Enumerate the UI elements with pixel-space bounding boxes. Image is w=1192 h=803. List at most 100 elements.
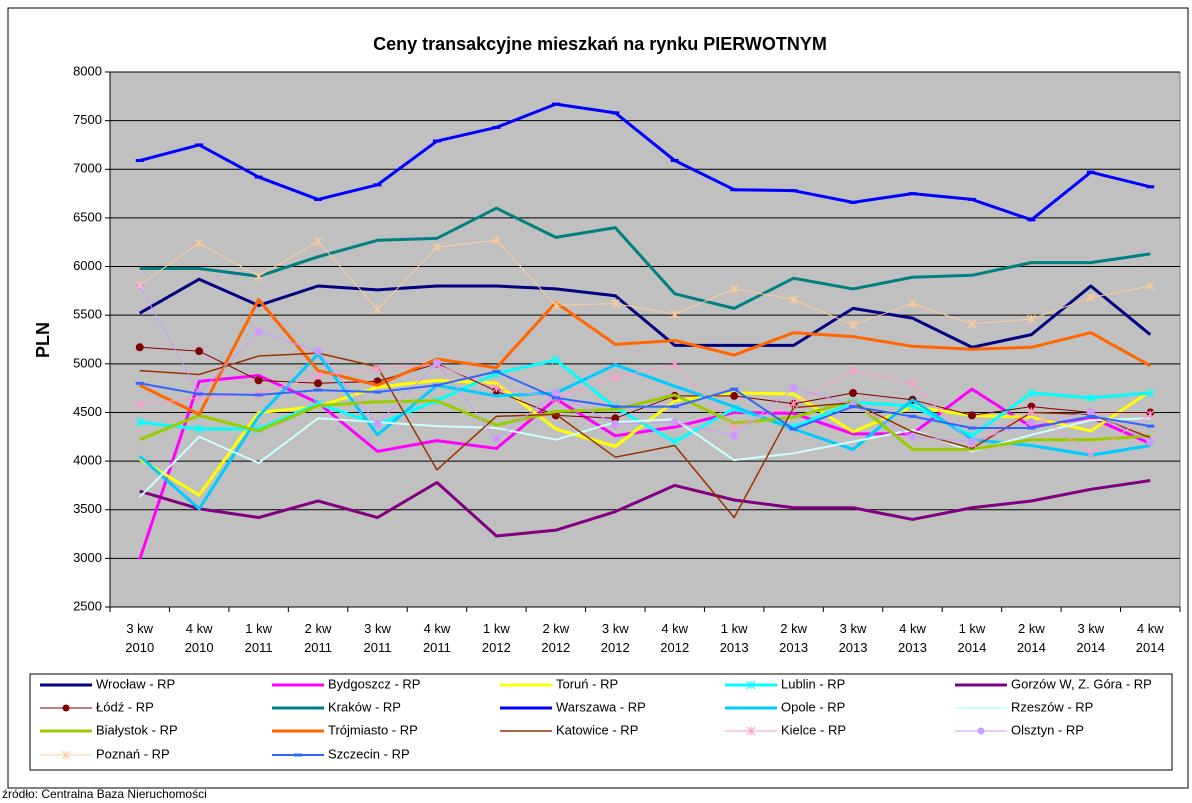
legend-marker bbox=[977, 727, 985, 735]
y-tick-label: 6500 bbox=[73, 209, 102, 224]
point bbox=[492, 434, 501, 443]
point bbox=[1026, 407, 1036, 416]
series-line bbox=[138, 277, 1152, 349]
legend-marker bbox=[62, 704, 70, 712]
x-tick-label: 2 kw 2012 bbox=[541, 621, 571, 655]
point bbox=[670, 309, 680, 319]
x-tick-label: 1 kw 2013 bbox=[719, 621, 749, 655]
point bbox=[373, 364, 382, 374]
legend-marker bbox=[746, 726, 756, 736]
point bbox=[789, 384, 798, 393]
x-tick-label: 4 kw 2012 bbox=[660, 621, 690, 655]
series-line bbox=[139, 298, 1152, 416]
point bbox=[610, 373, 620, 382]
legend-marker bbox=[746, 680, 756, 690]
legend-box bbox=[29, 673, 1173, 771]
point bbox=[1086, 393, 1096, 403]
point bbox=[254, 327, 263, 336]
point bbox=[373, 304, 382, 314]
x-tick-label: 3 kw 2010 bbox=[125, 621, 155, 655]
point bbox=[551, 355, 561, 365]
point bbox=[314, 347, 323, 356]
series-line bbox=[139, 102, 1151, 222]
point bbox=[1145, 388, 1155, 398]
point bbox=[195, 347, 204, 356]
legend-marker bbox=[61, 750, 71, 760]
point bbox=[730, 391, 739, 400]
point bbox=[135, 400, 145, 410]
series-line bbox=[139, 352, 1151, 519]
source-note: źródło: Centralna Baza Nieruchomości bbox=[2, 787, 207, 801]
chart-title: Ceny transakcyjne mieszkań na rynku PIER… bbox=[373, 34, 827, 54]
plot-area bbox=[109, 71, 1181, 608]
legend-marker bbox=[746, 680, 756, 690]
legend-label: Rzeszów - RP bbox=[1011, 699, 1093, 714]
point bbox=[313, 236, 323, 246]
point bbox=[254, 271, 264, 281]
y-tick-label: 4000 bbox=[73, 453, 102, 468]
y-tick-label: 5000 bbox=[73, 355, 102, 370]
legend-label: Białystok - RP bbox=[96, 722, 178, 737]
series-line bbox=[139, 393, 1151, 451]
series-line bbox=[138, 373, 1151, 560]
legend-marker bbox=[61, 750, 71, 760]
point bbox=[610, 299, 620, 308]
x-tick-label: 1 kw 2011 bbox=[244, 621, 273, 655]
x-tick-label: 2 kw 2013 bbox=[779, 621, 809, 655]
point bbox=[1146, 437, 1155, 446]
point bbox=[908, 378, 917, 388]
point bbox=[670, 360, 680, 370]
x-tick-label: 2 kw 2011 bbox=[304, 621, 333, 655]
point bbox=[848, 320, 858, 330]
legend-label: Gorzów W, Z. Góra - RP bbox=[1011, 676, 1152, 691]
x-tick-label: 3 kw 2014 bbox=[1076, 621, 1106, 655]
point bbox=[789, 295, 799, 305]
legend-label: Szczecin - RP bbox=[328, 746, 410, 761]
point bbox=[849, 389, 858, 397]
x-tick-label: 1 kw 2014 bbox=[957, 621, 987, 655]
series-line bbox=[139, 285, 1151, 443]
legend-label: Kielce - RP bbox=[781, 722, 846, 737]
y-tick-label: 3000 bbox=[73, 550, 102, 565]
y-tick-label: 6000 bbox=[73, 258, 102, 273]
series-line bbox=[139, 239, 1151, 326]
point bbox=[1086, 448, 1096, 458]
point bbox=[135, 417, 145, 427]
series-line bbox=[139, 479, 1151, 538]
point bbox=[967, 437, 976, 446]
legend-label: Wrocław - RP bbox=[96, 676, 175, 691]
point bbox=[135, 280, 145, 290]
legend-label: Opole - RP bbox=[781, 699, 845, 714]
point bbox=[432, 242, 442, 252]
legend-marker bbox=[62, 704, 70, 712]
point bbox=[611, 420, 620, 429]
y-tick-label: 8000 bbox=[73, 63, 102, 78]
x-tick-label: 3 kw 2012 bbox=[600, 621, 630, 655]
legend-label: Kraków - RP bbox=[328, 699, 401, 714]
legend-label: Lublin - RP bbox=[781, 676, 845, 691]
point bbox=[670, 437, 680, 447]
point bbox=[194, 238, 204, 248]
point bbox=[670, 418, 679, 427]
point bbox=[254, 376, 263, 385]
y-tick-label: 7000 bbox=[73, 161, 102, 176]
point bbox=[551, 389, 560, 397]
legend-label: Katowice - RP bbox=[556, 722, 638, 737]
x-tick-label: 1 kw 2012 bbox=[481, 621, 511, 655]
point bbox=[1027, 418, 1036, 427]
series-line bbox=[139, 206, 1151, 310]
legend-label: Poznań - RP bbox=[96, 746, 170, 761]
point bbox=[848, 366, 858, 376]
series-line bbox=[138, 352, 1151, 511]
point bbox=[491, 383, 501, 393]
y-axis-label: PLN bbox=[33, 322, 53, 358]
x-tick-label: 3 kw 2011 bbox=[363, 621, 392, 655]
x-tick-label: 4 kw 2011 bbox=[422, 621, 451, 655]
y-tick-label: 3500 bbox=[73, 501, 102, 516]
point bbox=[314, 379, 323, 388]
point bbox=[967, 319, 977, 329]
point bbox=[135, 343, 144, 352]
point bbox=[967, 411, 976, 420]
